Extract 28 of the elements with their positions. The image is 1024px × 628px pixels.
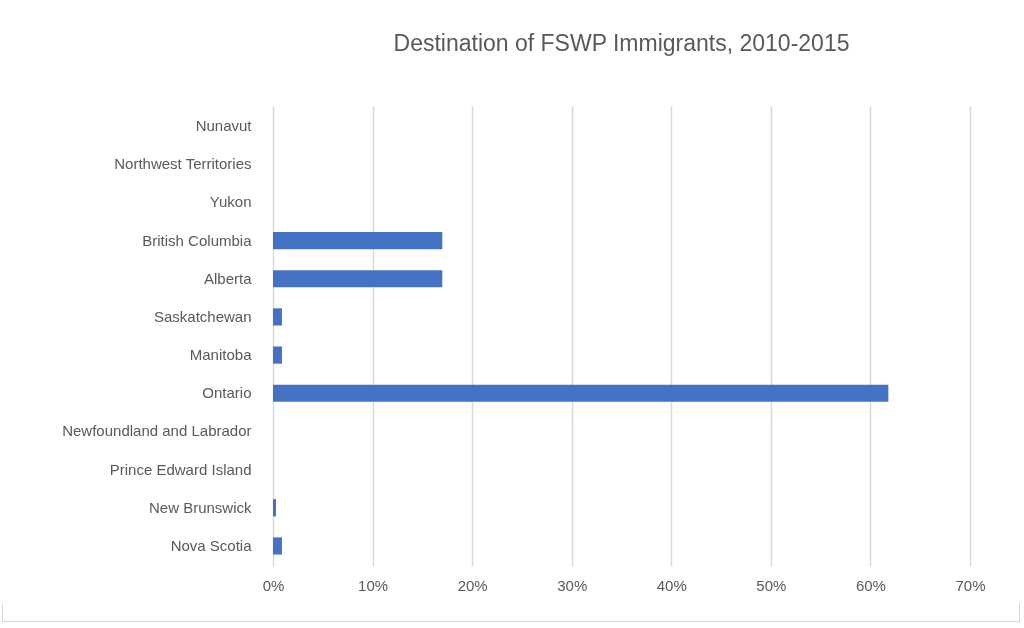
x-tick-label: 60% xyxy=(855,576,886,594)
x-tick-label: 0% xyxy=(262,576,285,594)
y-tick-label: Nova Scotia xyxy=(170,536,253,554)
x-tick-label: 20% xyxy=(457,576,488,594)
x-tick-label: 70% xyxy=(955,576,986,594)
bar xyxy=(273,499,276,517)
y-tick-label: British Columbia xyxy=(142,231,253,249)
bar xyxy=(273,231,443,250)
y-tick-label: Alberta xyxy=(203,269,253,287)
y-tick-label: Yukon xyxy=(209,193,252,211)
bar xyxy=(273,384,889,402)
bar xyxy=(273,537,282,555)
y-tick-label: Newfoundland and Labrador xyxy=(62,422,252,440)
y-tick-label: Saskatchewan xyxy=(153,307,252,325)
bar xyxy=(273,308,282,326)
y-tick-label: New Brunswick xyxy=(148,498,252,516)
chart-title: Destination of FSWP Immigrants, 2010-2015 xyxy=(393,30,850,56)
bar xyxy=(273,346,282,364)
y-tick-label: Nunavut xyxy=(195,117,253,135)
x-tick-label: 40% xyxy=(656,576,687,594)
y-tick-label: Ontario xyxy=(202,384,252,402)
bar xyxy=(273,270,443,288)
x-tick-label: 50% xyxy=(756,576,787,594)
x-tick-label: 10% xyxy=(358,576,389,594)
x-tick-label: 30% xyxy=(557,576,588,594)
y-tick-label: Manitoba xyxy=(189,346,253,364)
y-tick-label: Prince Edward Island xyxy=(109,460,252,478)
y-tick-label: Northwest Territories xyxy=(114,155,252,173)
